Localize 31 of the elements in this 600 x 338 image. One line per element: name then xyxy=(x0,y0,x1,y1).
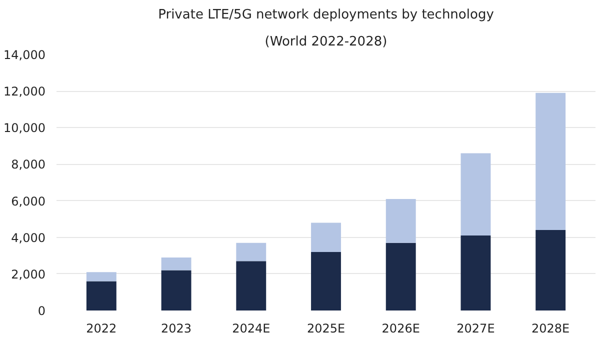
x-tick-label: 2028E xyxy=(532,322,570,336)
bar xyxy=(311,252,341,310)
x-tick-label: 2025E xyxy=(306,322,346,336)
bar xyxy=(86,281,116,310)
y-tick-label: 4,000 xyxy=(11,230,46,245)
bar xyxy=(386,242,416,310)
chart-subtitle: (World 2022-2028) xyxy=(264,34,388,50)
y-tick-label: 0 xyxy=(38,304,46,318)
y-tick-label: 8,000 xyxy=(11,158,46,172)
bar xyxy=(536,230,566,310)
x-tick-label: 2027E xyxy=(456,322,495,336)
y-tick-label: 12,000 xyxy=(4,84,46,99)
bar xyxy=(460,236,491,310)
x-tick-label: 2026E xyxy=(382,322,420,336)
x-tick-label: 2022 xyxy=(86,322,117,336)
bar xyxy=(236,261,266,310)
bar xyxy=(386,198,416,243)
y-tick-label: 10,000 xyxy=(4,121,46,136)
bar xyxy=(236,242,266,262)
x-tick-label: 2023 xyxy=(161,322,192,336)
bar xyxy=(161,270,192,310)
chart-title: Private LTE/5G network deployments by technology xyxy=(158,8,494,22)
y-tick-label: 2,000 xyxy=(11,267,46,282)
bar xyxy=(460,153,491,236)
y-tick-label: 6,000 xyxy=(11,194,46,208)
bar xyxy=(311,222,341,252)
x-tick-label: 2024E xyxy=(232,322,270,336)
bar xyxy=(161,257,192,270)
bar xyxy=(536,92,566,230)
bar xyxy=(86,272,116,282)
y-tick-label: 14,000 xyxy=(4,48,46,62)
